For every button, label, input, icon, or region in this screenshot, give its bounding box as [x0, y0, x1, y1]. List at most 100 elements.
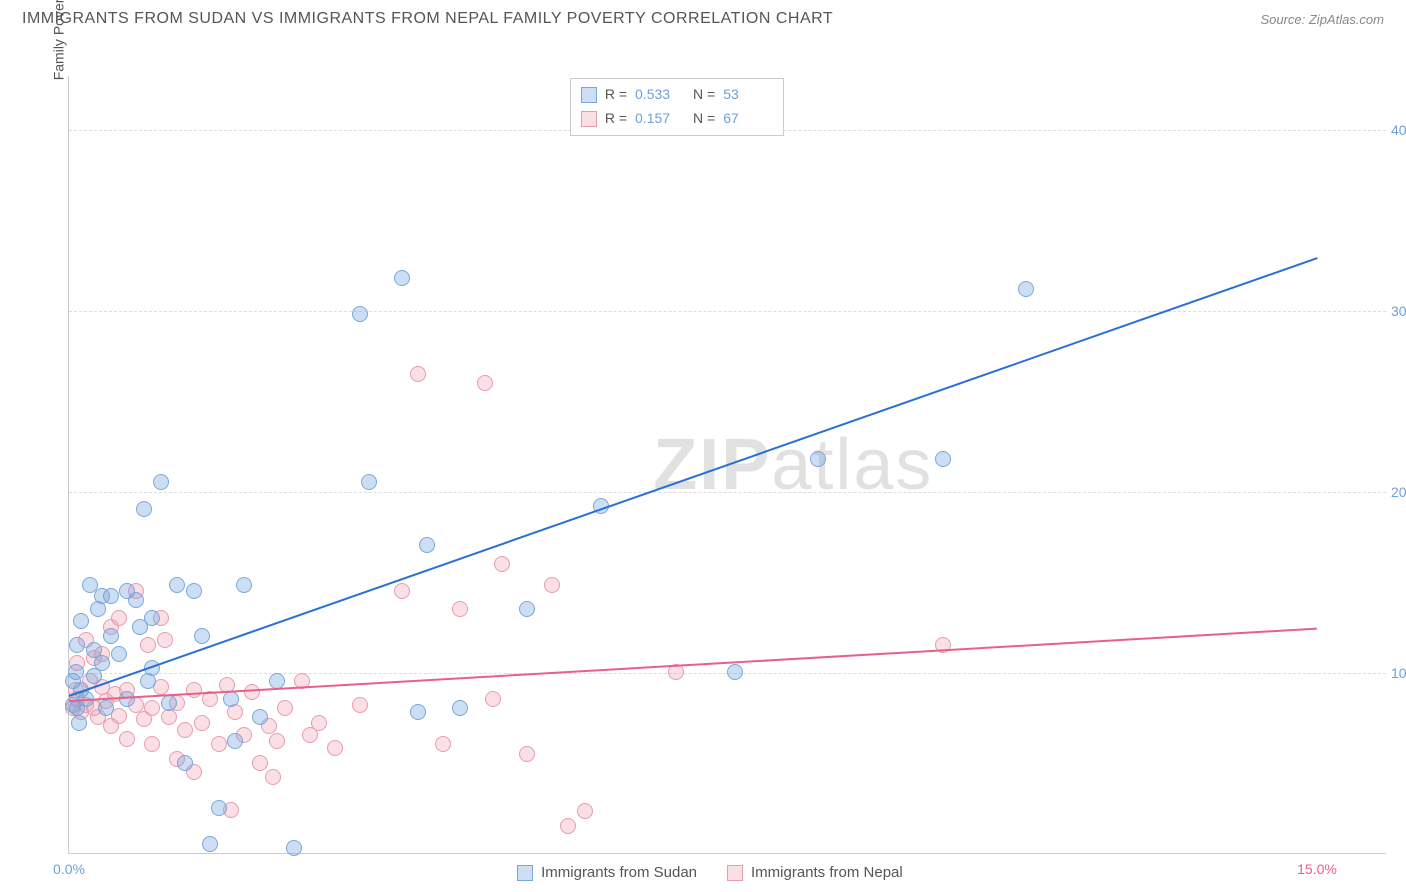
- point-sudan: [519, 601, 535, 617]
- point-sudan: [186, 583, 202, 599]
- y-axis-label: Family Poverty: [50, 0, 66, 80]
- point-sudan: [211, 800, 227, 816]
- point-sudan: [1018, 281, 1034, 297]
- point-nepal: [544, 577, 560, 593]
- legend-swatch-icon: [581, 87, 597, 103]
- r-label: R =: [605, 83, 627, 107]
- point-sudan: [161, 695, 177, 711]
- chart-title: IMMIGRANTS FROM SUDAN VS IMMIGRANTS FROM…: [22, 10, 833, 28]
- trendline-nepal: [69, 628, 1317, 702]
- point-nepal: [494, 556, 510, 572]
- y-tick-label: 10.0%: [1391, 665, 1406, 681]
- watermark: ZIPatlas: [653, 424, 933, 506]
- n-value: 67: [723, 107, 773, 131]
- point-nepal: [311, 715, 327, 731]
- point-sudan: [810, 451, 826, 467]
- legend-label: Immigrants from Sudan: [541, 864, 697, 881]
- point-sudan: [223, 691, 239, 707]
- point-sudan: [227, 733, 243, 749]
- gridline: [69, 311, 1386, 312]
- point-nepal: [410, 366, 426, 382]
- point-nepal: [519, 746, 535, 762]
- r-value: 0.157: [635, 107, 685, 131]
- point-sudan: [352, 306, 368, 322]
- point-sudan: [361, 474, 377, 490]
- point-sudan: [286, 840, 302, 856]
- point-sudan: [94, 655, 110, 671]
- source-label: Source:: [1260, 12, 1308, 27]
- point-sudan: [128, 592, 144, 608]
- source-name: ZipAtlas.com: [1309, 12, 1384, 27]
- point-nepal: [327, 740, 343, 756]
- point-nepal: [186, 682, 202, 698]
- point-sudan: [410, 704, 426, 720]
- source-attribution: Source: ZipAtlas.com: [1260, 12, 1384, 27]
- point-nepal: [144, 736, 160, 752]
- point-sudan: [98, 700, 114, 716]
- point-sudan: [136, 501, 152, 517]
- point-sudan: [202, 836, 218, 852]
- point-nepal: [252, 755, 268, 771]
- legend-row: R =0.533N =53: [581, 83, 773, 107]
- point-nepal: [144, 700, 160, 716]
- point-nepal: [477, 375, 493, 391]
- point-sudan: [177, 755, 193, 771]
- legend-item: Immigrants from Nepal: [727, 864, 903, 881]
- point-sudan: [73, 613, 89, 629]
- trendline-sudan: [69, 257, 1318, 697]
- point-sudan: [194, 628, 210, 644]
- point-nepal: [244, 684, 260, 700]
- point-nepal: [560, 818, 576, 834]
- point-nepal: [452, 601, 468, 617]
- r-value: 0.533: [635, 83, 685, 107]
- point-nepal: [140, 637, 156, 653]
- legend-row: R = 0.157 N = 67: [581, 107, 773, 131]
- point-sudan: [68, 664, 84, 680]
- y-tick-label: 30.0%: [1391, 303, 1406, 319]
- point-nepal: [119, 731, 135, 747]
- point-nepal: [394, 583, 410, 599]
- point-sudan: [236, 577, 252, 593]
- legend-label: Immigrants from Nepal: [751, 864, 903, 881]
- point-sudan: [103, 628, 119, 644]
- point-sudan: [71, 715, 87, 731]
- series-legend: Immigrants from Sudan Immigrants from Nep…: [517, 864, 903, 881]
- point-nepal: [211, 736, 227, 752]
- point-nepal: [485, 691, 501, 707]
- point-sudan: [94, 588, 110, 604]
- point-sudan: [111, 646, 127, 662]
- r-label: R =: [605, 107, 627, 131]
- n-label: N =: [693, 107, 715, 131]
- point-sudan: [69, 637, 85, 653]
- point-sudan: [419, 537, 435, 553]
- y-tick-label: 40.0%: [1391, 122, 1406, 138]
- n-value: 53: [723, 83, 773, 107]
- correlation-legend: R = 0.533 N = 53R = 0.157 N = 67: [570, 78, 784, 136]
- point-nepal: [352, 697, 368, 713]
- point-nepal: [265, 769, 281, 785]
- point-nepal: [277, 700, 293, 716]
- title-bar: IMMIGRANTS FROM SUDAN VS IMMIGRANTS FROM…: [0, 0, 1406, 34]
- legend-swatch-icon: [727, 865, 743, 881]
- gridline: [69, 492, 1386, 493]
- x-tick-label: 0.0%: [53, 861, 85, 877]
- point-sudan: [727, 664, 743, 680]
- point-nepal: [111, 610, 127, 626]
- y-tick-label: 20.0%: [1391, 484, 1406, 500]
- point-nepal: [577, 803, 593, 819]
- point-sudan: [169, 577, 185, 593]
- point-nepal: [435, 736, 451, 752]
- point-sudan: [394, 270, 410, 286]
- point-nepal: [157, 632, 173, 648]
- point-nepal: [161, 709, 177, 725]
- point-sudan: [452, 700, 468, 716]
- x-tick-label: 15.0%: [1297, 861, 1337, 877]
- legend-swatch-icon: [581, 111, 597, 127]
- point-sudan: [153, 474, 169, 490]
- point-sudan: [119, 691, 135, 707]
- point-sudan: [935, 451, 951, 467]
- point-nepal: [177, 722, 193, 738]
- legend-item: Immigrants from Sudan: [517, 864, 697, 881]
- point-sudan: [144, 610, 160, 626]
- point-nepal: [194, 715, 210, 731]
